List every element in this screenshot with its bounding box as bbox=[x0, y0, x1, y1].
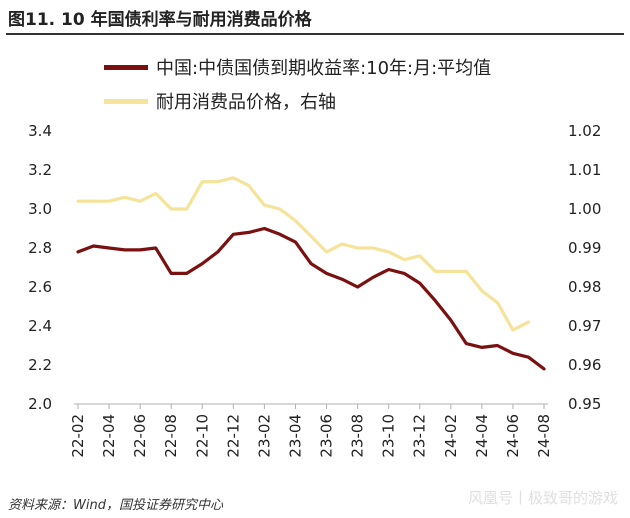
y-left-tick-label: 3.0 bbox=[28, 200, 52, 218]
y-left-tick-label: 2.0 bbox=[28, 395, 52, 413]
y-right-tick-label: 1.02 bbox=[568, 122, 601, 140]
y-left-tick-label: 3.4 bbox=[28, 122, 52, 140]
y-right-tick-label: 1.00 bbox=[568, 200, 601, 218]
y-right-tick-label: 0.98 bbox=[568, 278, 601, 296]
chart-title: 图11. 10 年国债利率与耐用消费品价格 bbox=[8, 10, 312, 30]
x-tick-label: 24-08 bbox=[535, 414, 553, 458]
y-left-tick-label: 2.4 bbox=[28, 317, 52, 335]
x-tick-label: 22-06 bbox=[131, 414, 149, 458]
x-tick-label: 22-02 bbox=[69, 414, 87, 458]
legend-label-yield: 中国:中债国债到期收益率:10年:月:平均值 bbox=[156, 58, 492, 79]
y-left-tick-label: 3.2 bbox=[28, 161, 52, 179]
legend-item-yield: 中国:中债国债到期收益率:10年:月:平均值 bbox=[104, 50, 491, 84]
legend-item-durables: 耐用消费品价格，右轴 bbox=[104, 84, 491, 118]
legend-swatch-yield bbox=[104, 64, 148, 70]
y-right-tick-label: 1.01 bbox=[568, 161, 601, 179]
y-left-tick-label: 2.2 bbox=[28, 356, 52, 374]
x-tick-label: 24-02 bbox=[442, 414, 460, 458]
y-left-tick-label: 2.8 bbox=[28, 239, 52, 257]
legend-swatch-durables bbox=[104, 98, 148, 104]
x-tick-label: 24-06 bbox=[504, 414, 522, 458]
title-divider bbox=[6, 33, 624, 35]
x-tick-label: 23-08 bbox=[349, 414, 367, 458]
series-line-yield bbox=[76, 226, 546, 371]
x-tick-label: 23-10 bbox=[380, 414, 398, 458]
y-left-tick-label: 2.6 bbox=[28, 278, 52, 296]
x-tick-label: 22-10 bbox=[193, 414, 211, 458]
x-tick-label: 23-02 bbox=[255, 414, 273, 458]
x-tick-label: 23-04 bbox=[286, 414, 304, 458]
x-tick-label: 24-04 bbox=[473, 414, 491, 458]
x-tick-label: 23-12 bbox=[411, 414, 429, 458]
x-tick-label: 22-12 bbox=[224, 414, 242, 458]
y-right-tick-label: 0.96 bbox=[568, 356, 601, 374]
watermark: 风凰号丨极致哥的游戏 bbox=[467, 489, 618, 507]
legend: 中国:中债国债到期收益率:10年:月:平均值 耐用消费品价格，右轴 bbox=[104, 50, 491, 118]
source-note: 资料来源：Wind，国投证券研究中心 bbox=[8, 498, 223, 513]
series-line-durables bbox=[76, 176, 531, 332]
x-tick-label: 22-04 bbox=[100, 414, 118, 458]
y-right-tick-label: 0.95 bbox=[568, 395, 601, 413]
x-tick-label: 22-08 bbox=[162, 414, 180, 458]
y-right-tick-label: 0.97 bbox=[568, 317, 601, 335]
y-right-tick-label: 0.99 bbox=[568, 239, 601, 257]
legend-label-durables: 耐用消费品价格，右轴 bbox=[156, 92, 336, 113]
x-tick-label: 23-06 bbox=[318, 414, 336, 458]
